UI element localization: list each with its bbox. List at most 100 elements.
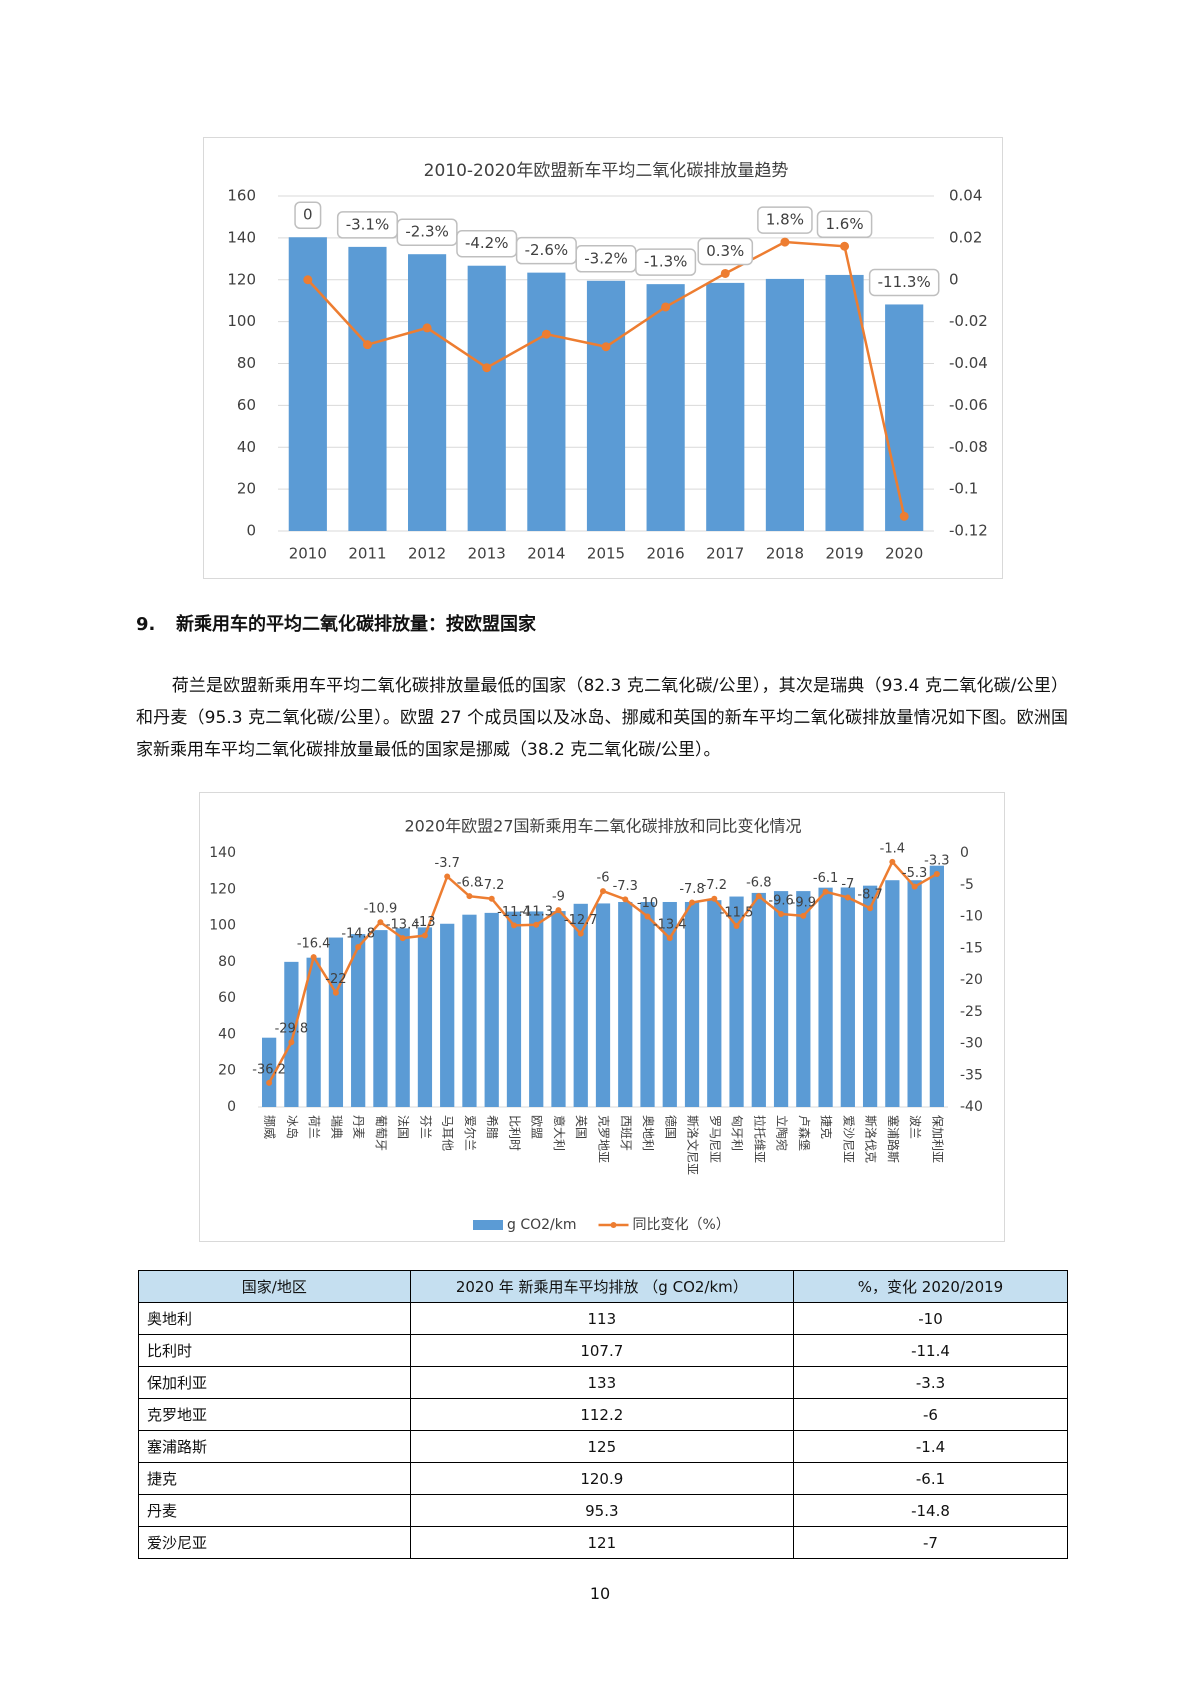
marker bbox=[310, 954, 317, 961]
marker bbox=[661, 302, 671, 312]
column-header: %，变化 2020/2019 bbox=[793, 1270, 1068, 1303]
bar bbox=[796, 891, 811, 1107]
data-label: -7 bbox=[841, 877, 854, 892]
data-label: -5.3 bbox=[902, 866, 927, 881]
data-label: -11.5 bbox=[720, 906, 754, 921]
chart: 2020年欧盟27国新乘用车二氧化碳排放和同比变化情况 0 20 40 60 80 100 1… bbox=[199, 792, 1005, 1242]
table-cell: 113 bbox=[409, 1302, 795, 1335]
marker bbox=[933, 870, 940, 877]
data-label: -6.8 bbox=[457, 876, 482, 891]
table-cell: 爱沙尼亚 bbox=[138, 1526, 411, 1559]
y2-tick-label: -30 bbox=[960, 1036, 983, 1052]
y-tick-label: 40 bbox=[237, 438, 256, 456]
data-label: -4.2% bbox=[456, 229, 518, 258]
table-cell: 121 bbox=[409, 1526, 795, 1559]
y-tick-label: 20 bbox=[218, 1063, 236, 1079]
x-tick-label: 斯洛伐克 bbox=[864, 1115, 879, 1163]
section-number: 9. bbox=[136, 614, 156, 635]
marker bbox=[867, 905, 874, 912]
data-label: -6 bbox=[597, 871, 610, 886]
y-tick-label: 160 bbox=[227, 187, 256, 205]
x-tick-label: 立陶宛 bbox=[775, 1115, 790, 1151]
data-label: -11.3 bbox=[519, 904, 553, 919]
bar bbox=[818, 887, 833, 1107]
data-label: -3.2% bbox=[575, 245, 637, 273]
bar bbox=[484, 912, 499, 1107]
y-tick-label: 120 bbox=[209, 881, 236, 897]
marker bbox=[332, 989, 339, 996]
marker bbox=[444, 873, 451, 880]
marker bbox=[899, 511, 909, 521]
bar bbox=[262, 1037, 277, 1107]
data-label: -6.1 bbox=[813, 871, 838, 886]
table-cell: 112.2 bbox=[409, 1398, 795, 1431]
bar bbox=[662, 901, 677, 1107]
data-label: -13.4 bbox=[653, 918, 687, 933]
x-tick-label: 保加利亚 bbox=[930, 1115, 944, 1163]
y-tick-label: 20 bbox=[237, 480, 256, 498]
bar bbox=[395, 928, 410, 1107]
bar bbox=[907, 880, 922, 1107]
data-label: 1.8% bbox=[757, 206, 813, 234]
chart: 2010-2020年欧盟新车平均二氧化碳排放量趋势 0 20 40 60 80 100 120… bbox=[203, 137, 1003, 579]
y-tick-label: 80 bbox=[237, 354, 256, 372]
marker bbox=[555, 907, 562, 914]
table-header: 国家/地区 2020 年 新乘用车平均排放 （g CO2/km） %，变化 2020… bbox=[138, 1270, 1068, 1303]
section-title: 新乘用车的平均二氧化碳排放量：按欧盟国家 bbox=[176, 614, 536, 635]
page-number: 10 bbox=[589, 1584, 611, 1603]
marker bbox=[399, 935, 406, 942]
x-tick-label: 爱尔兰 bbox=[463, 1115, 478, 1151]
table-cell: -3.3 bbox=[793, 1366, 1068, 1399]
label-box bbox=[635, 248, 697, 276]
y2-tick-label: -40 bbox=[960, 1099, 983, 1115]
data-label: 0.3% bbox=[697, 237, 754, 266]
data-label: -16.4 bbox=[297, 937, 331, 952]
table-row: 克罗地亚 112.2 -6 bbox=[138, 1398, 1068, 1431]
marker bbox=[644, 913, 651, 920]
y2-tick-label: -20 bbox=[960, 972, 983, 988]
data-label: -3.7 bbox=[435, 856, 460, 871]
bar bbox=[440, 923, 455, 1107]
chart-title: 2010-2020年欧盟新车平均二氧化碳排放量趋势 bbox=[424, 161, 789, 181]
label-box bbox=[816, 210, 873, 238]
data-label: -2.6% bbox=[515, 236, 577, 265]
marker bbox=[482, 363, 492, 373]
table-cell: 保加利亚 bbox=[138, 1366, 411, 1399]
y2-tick-label: -0.06 bbox=[949, 396, 988, 414]
data-label: 0 bbox=[294, 201, 322, 229]
table: 国家/地区 2020 年 新乘用车平均排放 （g CO2/km） %，变化 2020… bbox=[138, 1270, 1068, 1559]
marker bbox=[510, 922, 517, 929]
x-tick-label: 克罗地亚 bbox=[597, 1115, 611, 1163]
x-tick-label: 马耳他 bbox=[441, 1115, 455, 1151]
legend-marker bbox=[610, 1222, 617, 1228]
x-tick-label: 欧盟 bbox=[530, 1115, 544, 1139]
marker bbox=[377, 919, 384, 926]
bar bbox=[618, 901, 633, 1107]
marker bbox=[689, 899, 696, 906]
data-label: -13.4 bbox=[386, 918, 420, 933]
table-cell: 107.7 bbox=[409, 1334, 795, 1367]
x-tick-label: 2016 bbox=[647, 545, 685, 563]
y2-tick-label: -0.02 bbox=[949, 312, 988, 330]
y-tick-label: 120 bbox=[227, 270, 256, 288]
data-label: -10.9 bbox=[364, 902, 398, 917]
bar bbox=[462, 914, 477, 1107]
section-heading: 9. 新乘用车的平均二氧化碳排放量：按欧盟国家 bbox=[136, 610, 536, 636]
data-label-text: 1.8% bbox=[766, 211, 804, 229]
y2-tick-label: 0 bbox=[960, 845, 969, 861]
data-label: -7.8 bbox=[679, 882, 704, 897]
bar bbox=[527, 272, 566, 531]
paragraph: 荷兰是欧盟新乘用车平均二氧化碳排放量最低的国家（82.3 克二氧化碳/公里），其… bbox=[136, 676, 1068, 760]
bar bbox=[573, 903, 588, 1107]
table-cell: -7 bbox=[793, 1526, 1068, 1559]
data-label: -3.1% bbox=[336, 211, 398, 239]
label-box bbox=[757, 206, 813, 234]
table-row: 爱沙尼亚 121 -7 bbox=[138, 1526, 1068, 1559]
x-tick-label: 瑞典 bbox=[329, 1115, 343, 1139]
x-tick-label: 2010 bbox=[289, 545, 327, 563]
marker bbox=[780, 237, 790, 247]
marker bbox=[488, 895, 495, 902]
bar bbox=[351, 934, 366, 1107]
data-label: -22 bbox=[325, 972, 346, 987]
x-tick-label: 2014 bbox=[527, 545, 565, 563]
